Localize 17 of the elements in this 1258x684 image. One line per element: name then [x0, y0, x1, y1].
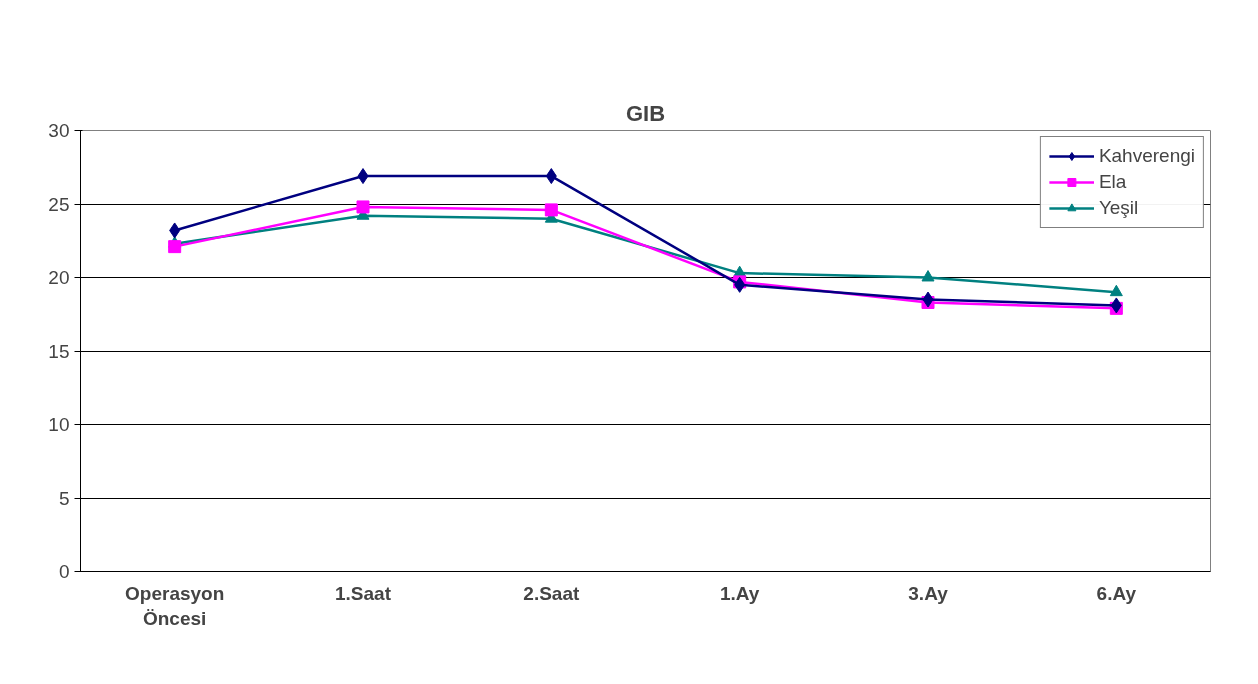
x-tick-label: Operasyon Öncesi [125, 582, 225, 629]
y-tick-label: 25 [48, 193, 70, 215]
y-tick-label: 10 [48, 414, 70, 435]
legend-label: Kahverengi [1098, 145, 1195, 167]
x-tick-label: 6.Ay [1096, 582, 1137, 604]
y-tick-label: 15 [48, 340, 70, 362]
legend-label: Yeşil [1098, 197, 1139, 219]
y-tick-label: 0 [58, 561, 70, 582]
y-tick-label: 30 [48, 120, 70, 141]
x-tick-label: 1.Ay [719, 582, 760, 604]
chart-title: GIB [625, 100, 666, 126]
x-tick-label: 2.Saat [523, 582, 580, 604]
legend-label: Ela [1098, 171, 1127, 193]
y-tick-label: 20 [48, 267, 70, 288]
x-tick-label: 3.Ay [908, 582, 949, 604]
x-tick-label: 1.Saat [335, 582, 392, 604]
y-tick-label: 5 [58, 487, 70, 509]
